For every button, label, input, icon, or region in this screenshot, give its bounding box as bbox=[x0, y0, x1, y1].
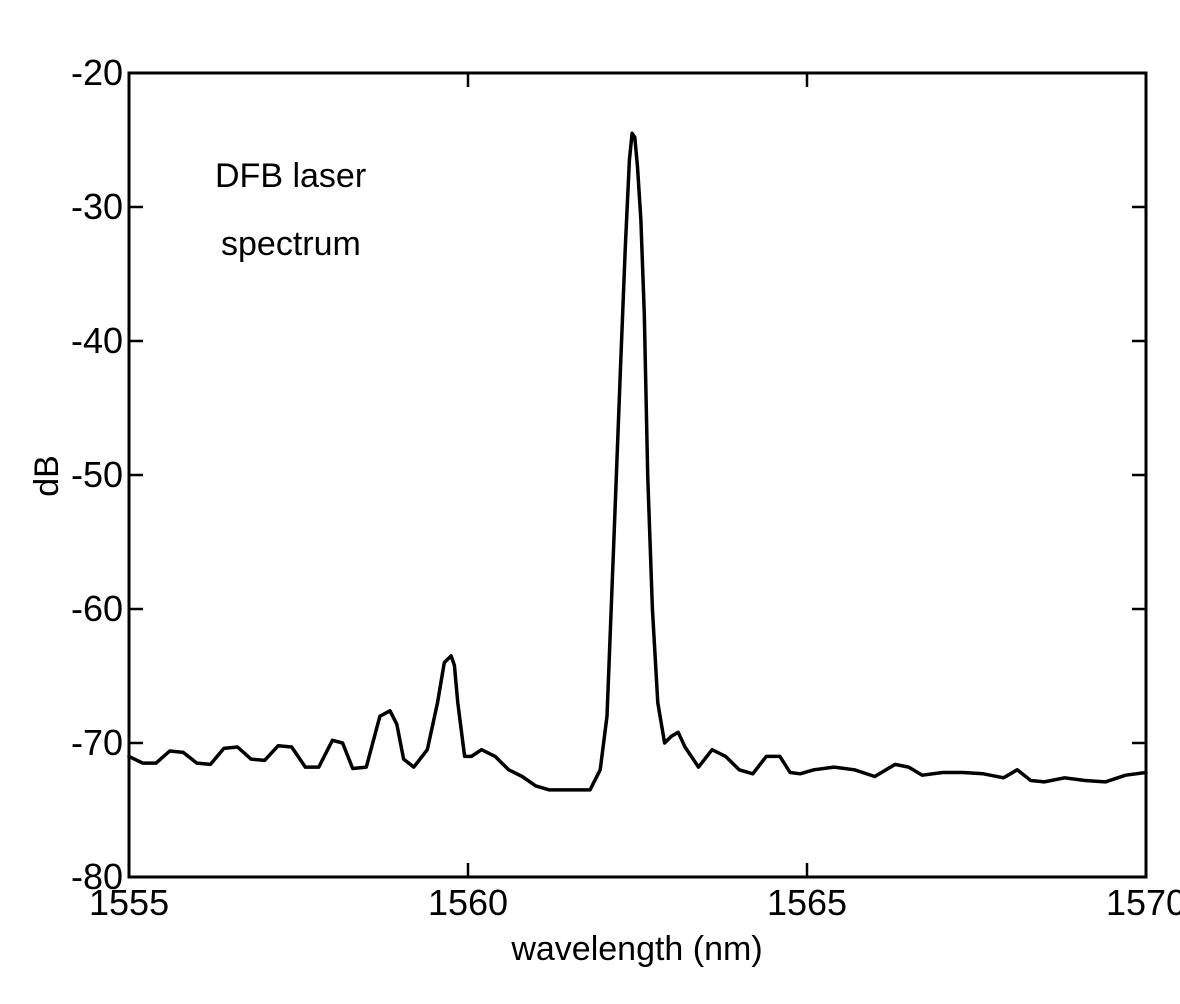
annotation-line-1: DFB laser bbox=[215, 157, 366, 195]
series-line-spectrum bbox=[127, 131, 1148, 792]
x-axis-label: wavelength (nm) bbox=[510, 930, 762, 968]
y-axis-label: dB bbox=[28, 455, 66, 497]
x-tick-label-1555: 1555 bbox=[89, 882, 169, 923]
x-tick-label-1570: 1570 bbox=[1106, 882, 1180, 923]
y-tick-label--80: -80 bbox=[71, 856, 123, 897]
x-tick-label-1560: 1560 bbox=[428, 882, 508, 923]
tick-labels-group: -80 -70 -60 -50 -40 -30 -20 1555 1560 1565 1570 bbox=[71, 52, 1180, 923]
y-tick-label--20: -20 bbox=[71, 52, 123, 93]
y-tick-label--30: -30 bbox=[71, 186, 123, 227]
plot-frame bbox=[127, 71, 1148, 879]
y-tick-label--50: -50 bbox=[71, 454, 123, 495]
x-tick-label-1565: 1565 bbox=[767, 882, 847, 923]
annotation-line-2: spectrum bbox=[221, 225, 361, 263]
y-tick-label--40: -40 bbox=[71, 320, 123, 361]
y-tick-label--70: -70 bbox=[71, 722, 123, 763]
y-tick-label--60: -60 bbox=[71, 588, 123, 629]
